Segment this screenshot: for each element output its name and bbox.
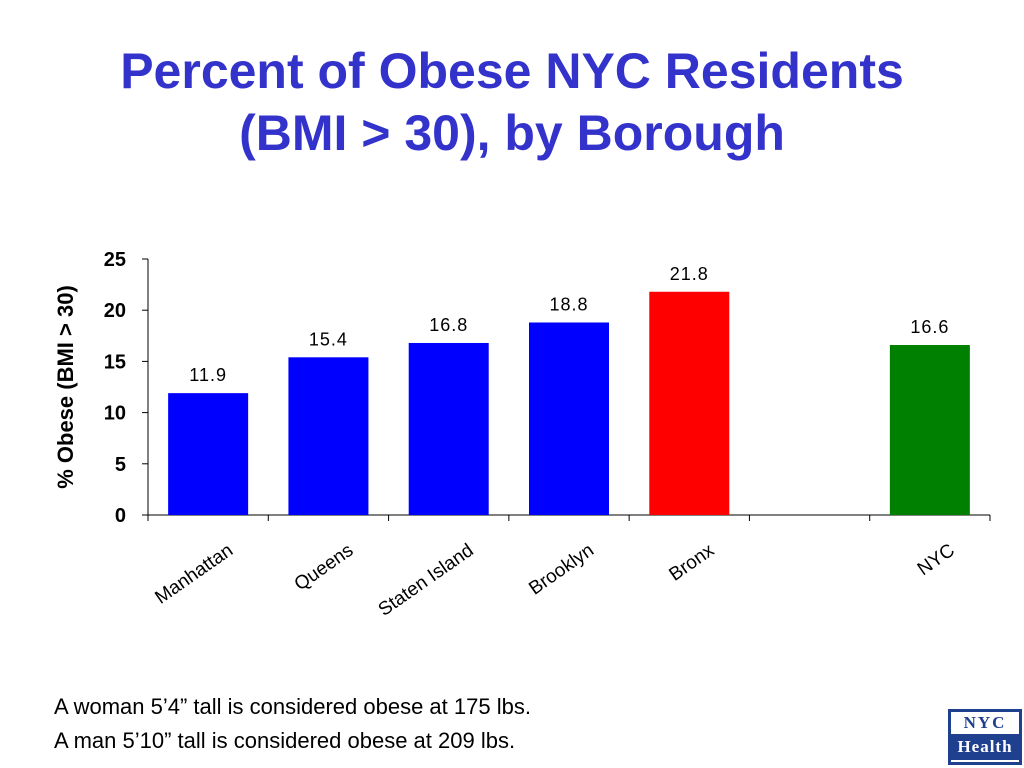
- y-tick-label: 5: [115, 454, 126, 476]
- bar-nyc: [889, 345, 970, 515]
- y-tick-label: 15: [104, 351, 126, 373]
- logo-bottom-text: Health: [951, 734, 1019, 760]
- data-label: 16.6: [910, 317, 949, 337]
- x-tick-label: Staten Island: [375, 540, 478, 621]
- y-tick-label: 20: [104, 300, 126, 322]
- x-tick-label: NYC: [914, 540, 959, 580]
- title-line-2: (BMI > 30), by Borough: [239, 105, 785, 161]
- data-label: 11.9: [189, 365, 227, 385]
- bar-bronx: [649, 291, 730, 515]
- title-line-1: Percent of Obese NYC Residents: [120, 43, 904, 99]
- bar-staten-island: [408, 342, 489, 515]
- chart-title: Percent of Obese NYC Residents (BMI > 30…: [0, 40, 1024, 164]
- footnote-line-2: A man 5’10” tall is considered obese at …: [54, 728, 516, 753]
- bar-manhattan: [168, 393, 249, 515]
- logo-top-text: NYC: [963, 713, 1007, 732]
- x-tick-label: Bronx: [665, 540, 718, 586]
- bar-brooklyn: [529, 322, 609, 515]
- footnote-line-1: A woman 5’4” tall is considered obese at…: [54, 694, 531, 719]
- data-label: 18.8: [549, 294, 588, 314]
- footnote: A woman 5’4” tall is considered obese at…: [54, 690, 531, 758]
- x-tick-label: Brooklyn: [525, 540, 598, 600]
- x-tick-label: Manhattan: [151, 540, 237, 609]
- data-label: 16.8: [429, 315, 468, 335]
- y-tick-label: 10: [104, 403, 126, 425]
- y-tick-label: 25: [104, 249, 126, 271]
- nyc-health-logo: NYC Health: [948, 709, 1022, 765]
- bar-chart: 0 5 10 15 20 25 % Obese (BMI > 30) 11.9 Manhatta…: [53, 249, 991, 621]
- data-label: 15.4: [309, 329, 348, 349]
- y-axis-title: % Obese (BMI > 30): [53, 285, 78, 489]
- x-tick-label: Queens: [291, 540, 358, 595]
- y-tick-label: 0: [115, 505, 126, 527]
- bar-queens: [288, 357, 369, 515]
- data-label: 21.8: [670, 264, 709, 284]
